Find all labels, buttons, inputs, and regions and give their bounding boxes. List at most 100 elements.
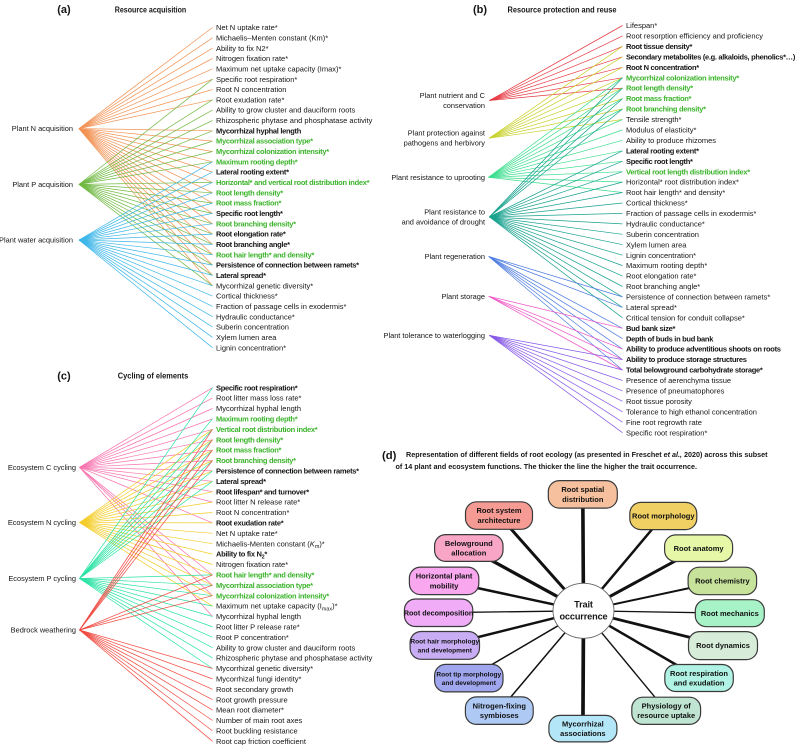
svg-text:(d): (d) — [382, 450, 397, 462]
svg-text:Ability to fix N2*: Ability to fix N2* — [216, 550, 267, 561]
svg-text:Lignin concentration*: Lignin concentration* — [216, 343, 286, 352]
svg-text:associations: associations — [560, 729, 605, 738]
svg-text:Root elongation rate*: Root elongation rate* — [216, 230, 286, 239]
svg-text:Trait: Trait — [574, 599, 593, 609]
svg-text:Root respiration: Root respiration — [670, 669, 728, 678]
svg-text:Root length density*: Root length density* — [626, 84, 693, 93]
svg-text:and development: and development — [418, 647, 473, 654]
svg-text:Root buckling resistance: Root buckling resistance — [216, 727, 298, 736]
svg-text:Michaelis–Menten constant (Km): Michaelis–Menten constant (Km)* — [216, 33, 328, 42]
svg-text:Mycorrhizal colonization inten: Mycorrhizal colonization intensity* — [216, 591, 329, 600]
svg-text:Root secondary growth: Root secondary growth — [216, 685, 293, 694]
svg-text:Plant N acquisition: Plant N acquisition — [12, 124, 73, 133]
svg-text:Lateral spread*: Lateral spread* — [216, 271, 266, 280]
svg-text:Root tissue porosity: Root tissue porosity — [626, 397, 692, 406]
svg-text:Maximum rooting depth*: Maximum rooting depth* — [626, 261, 707, 270]
svg-text:Root spatial: Root spatial — [561, 485, 604, 494]
svg-text:Cortical thickness*: Cortical thickness* — [216, 292, 278, 301]
svg-text:Maximum net uptake capacity (I: Maximum net uptake capacity (Imax)* — [216, 64, 342, 73]
svg-text:Plant resistance to: Plant resistance to — [424, 207, 485, 216]
svg-text:Persistence of connection betw: Persistence of connection between ramets… — [626, 293, 770, 302]
svg-text:Ability to fix N2*: Ability to fix N2* — [216, 44, 269, 53]
svg-text:Mycorrhizal genetic diversity*: Mycorrhizal genetic diversity* — [216, 281, 313, 290]
svg-text:Root mechanics: Root mechanics — [701, 609, 759, 618]
svg-text:Nitrogen fixation rate*: Nitrogen fixation rate* — [216, 560, 288, 569]
svg-text:mobility: mobility — [430, 581, 460, 590]
svg-text:Root branching density*: Root branching density* — [626, 105, 706, 114]
svg-text:Michaelis-Menten constant (Km): Michaelis-Menten constant (Km)* — [216, 539, 325, 550]
svg-text:Lateral spread*: Lateral spread* — [626, 303, 677, 312]
svg-text:Ecosystem P cycling: Ecosystem P cycling — [8, 574, 76, 583]
svg-text:Root decomposition: Root decomposition — [404, 608, 473, 617]
svg-text:(a): (a) — [57, 4, 71, 16]
svg-text:(b): (b) — [473, 4, 487, 16]
svg-text:architecture: architecture — [478, 516, 521, 525]
svg-text:Root resorption efficiency and: Root resorption efficiency and proficien… — [626, 32, 763, 41]
svg-text:Specific root respiration*: Specific root respiration* — [216, 383, 298, 392]
svg-text:Lateral spread*: Lateral spread* — [216, 477, 266, 486]
svg-text:Plant resistance to uprooting: Plant resistance to uprooting — [391, 173, 485, 182]
svg-text:Maximum net uptake capacity (I: Maximum net uptake capacity (Imax)* — [216, 602, 338, 613]
svg-text:Ability to grow cluster and da: Ability to grow cluster and dauciform ro… — [216, 106, 355, 115]
svg-text:Root mass fraction*: Root mass fraction* — [216, 446, 282, 455]
svg-text:Specific root respiration*: Specific root respiration* — [216, 75, 297, 84]
svg-text:Root branching angle*: Root branching angle* — [626, 282, 700, 291]
svg-text:conservation: conservation — [443, 101, 485, 110]
svg-text:Belowground: Belowground — [445, 539, 493, 548]
svg-text:Root growth pressure: Root growth pressure — [216, 695, 288, 704]
svg-text:Ecosystem C cycling: Ecosystem C cycling — [8, 463, 76, 472]
svg-text:allocation: allocation — [451, 549, 486, 558]
svg-text:Presence of pneumatophores: Presence of pneumatophores — [626, 387, 725, 396]
svg-text:Root litter P release rate*: Root litter P release rate* — [216, 623, 300, 632]
svg-text:Depth of buds in bud bank: Depth of buds in bud bank — [626, 334, 714, 343]
svg-text:Root hair length* and density*: Root hair length* and density* — [626, 188, 725, 197]
svg-text:Mycorrhizal hyphal length: Mycorrhizal hyphal length — [216, 612, 301, 621]
svg-text:Persistence of connection betw: Persistence of connection between ramets… — [216, 261, 359, 270]
svg-text:Specific root length*: Specific root length* — [216, 209, 283, 218]
svg-text:Cycling of elements: Cycling of elements — [118, 372, 189, 381]
svg-text:Rhizospheric phytase and phosp: Rhizospheric phytase and phosphatase act… — [216, 654, 373, 663]
svg-text:Plant nutrient and C: Plant nutrient and C — [420, 91, 486, 100]
svg-text:Root N concentration*: Root N concentration* — [626, 63, 699, 72]
svg-text:Lateral rooting extent*: Lateral rooting extent* — [216, 168, 289, 177]
svg-text:of 14 plant and ecosystem func: of 14 plant and ecosystem functions. The… — [396, 462, 698, 471]
svg-text:Resource acquisition: Resource acquisition — [115, 6, 187, 15]
svg-text:Root litter N release rate*: Root litter N release rate* — [216, 498, 300, 507]
svg-text:Root exudation rate*: Root exudation rate* — [216, 519, 284, 528]
svg-text:Root exudation rate*: Root exudation rate* — [216, 95, 284, 104]
svg-text:Root N concentration*: Root N concentration* — [216, 508, 289, 517]
svg-text:Net N uptake rate*: Net N uptake rate* — [216, 529, 278, 538]
svg-text:Plant P acquisition: Plant P acquisition — [12, 180, 73, 189]
svg-text:(c): (c) — [57, 371, 71, 383]
svg-text:Root P concentration*: Root P concentration* — [216, 633, 289, 642]
svg-text:Ecosystem N cycling: Ecosystem N cycling — [8, 518, 76, 527]
svg-text:Resource protection and reuse: Resource protection and reuse — [508, 6, 618, 15]
svg-text:Mycorrhizal association type*: Mycorrhizal association type* — [216, 137, 313, 146]
svg-text:Fraction of passage cells in e: Fraction of passage cells in exodermis* — [626, 209, 757, 218]
svg-text:Root branching density*: Root branching density* — [216, 456, 296, 465]
svg-text:Secondary metabolites (e.g. al: Secondary metabolites (e.g. alkaloids, p… — [626, 52, 796, 61]
svg-text:Horizontal* root distribution: Horizontal* root distribution index* — [626, 178, 739, 187]
svg-text:and exudation: and exudation — [674, 679, 725, 688]
svg-text:Mycorrhizal colonization inten: Mycorrhizal colonization intensity* — [626, 73, 739, 82]
svg-text:Root mass fraction*: Root mass fraction* — [626, 94, 692, 103]
svg-text:Mycorrhizal colonization inten: Mycorrhizal colonization intensity* — [216, 147, 329, 156]
svg-text:Plant protection against: Plant protection against — [408, 129, 485, 138]
svg-text:Root cap friction coefficient: Root cap friction coefficient — [216, 737, 307, 745]
svg-text:Nitrogen fixation rate*: Nitrogen fixation rate* — [216, 54, 288, 63]
svg-text:Fine root regrowth rate: Fine root regrowth rate — [626, 418, 702, 427]
svg-text:Rhizospheric phytase and phosp: Rhizospheric phytase and phosphatase act… — [216, 116, 373, 125]
svg-text:Ability to produce adventitiou: Ability to produce adventitious shoots o… — [626, 345, 781, 354]
svg-text:occurrence: occurrence — [559, 611, 607, 621]
svg-text:Net N uptake rate*: Net N uptake rate* — [216, 23, 278, 32]
svg-text:Xylem lumen area: Xylem lumen area — [626, 240, 687, 249]
svg-text:Specific root length*: Specific root length* — [626, 157, 693, 166]
svg-text:Mean root diameter*: Mean root diameter* — [216, 706, 284, 715]
svg-text:Root chemistry: Root chemistry — [695, 577, 750, 586]
svg-text:Root N concentration: Root N concentration — [216, 85, 286, 94]
svg-text:Root tissue density*: Root tissue density* — [626, 42, 692, 51]
svg-text:Vertical root length distribut: Vertical root length distribution index* — [626, 167, 750, 176]
svg-text:Persistence of connection betw: Persistence of connection between ramets… — [216, 467, 359, 476]
svg-text:symbioses: symbioses — [480, 711, 519, 720]
svg-text:Bedrock weathering: Bedrock weathering — [11, 626, 76, 635]
